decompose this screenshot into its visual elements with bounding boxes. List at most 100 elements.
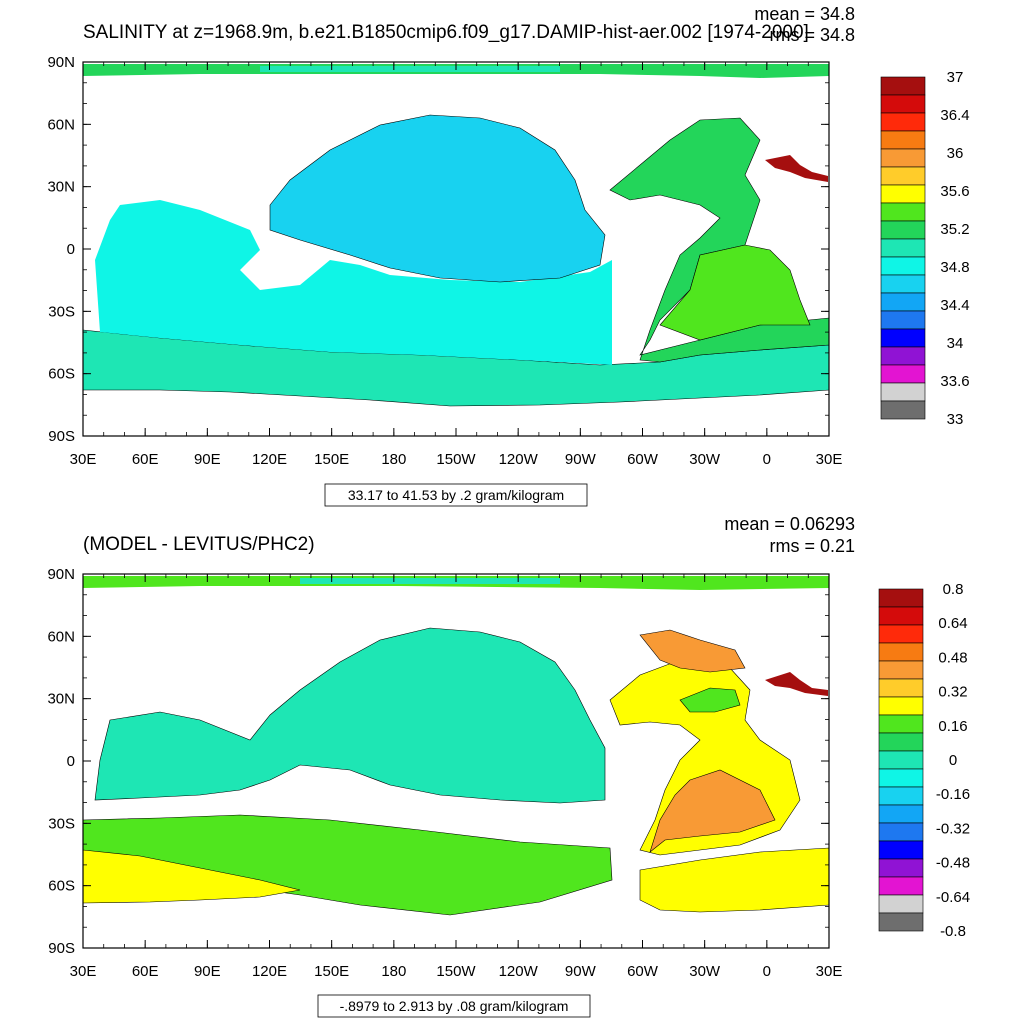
colorbar-label: 34 — [947, 335, 964, 352]
colorbar-swatch — [878, 606, 924, 626]
colorbar-swatch — [880, 94, 926, 114]
colorbar-swatch — [880, 274, 926, 294]
x-tick-label: 60W — [627, 451, 659, 468]
colorbar-swatch — [878, 588, 924, 608]
colorbar-swatch — [878, 804, 924, 824]
colorbar-swatch — [878, 678, 924, 698]
x-tick-label: 150E — [314, 451, 349, 468]
x-tick-label: 0 — [763, 451, 771, 468]
colorbar-swatch — [880, 76, 926, 96]
colorbar-label: 37 — [947, 69, 964, 86]
x-tick-label: 180 — [381, 451, 406, 468]
y-tick-label: 60N — [47, 116, 75, 133]
y-tick-label: 90S — [48, 428, 75, 445]
diff-southern-yellow — [83, 849, 301, 904]
colorbar-label: 0.64 — [938, 615, 967, 632]
x-tick-label: 30W — [689, 451, 721, 468]
diff-south-yellow-east — [639, 847, 829, 913]
x-tick-label: 0 — [763, 963, 771, 980]
x-tick-label: 150E — [314, 963, 349, 980]
colorbar-label: 35.6 — [940, 183, 969, 200]
y-tick-label: 0 — [67, 241, 75, 258]
x-tick-label: 180 — [381, 963, 406, 980]
panel2-x-axis: 30E 60E 90E 120E 150E 180 150W 120W 90W 60W 30W 0 30… — [70, 574, 843, 980]
panel1-title: SALINITY at z=1968.9m, b.e21.B1850cmip6.… — [83, 22, 809, 43]
region-south-pacific — [95, 200, 612, 365]
panel2-rms: rms = 0.21 — [769, 536, 855, 556]
colorbar-swatch — [880, 130, 926, 150]
colorbar-label: 35.2 — [940, 221, 969, 238]
region-north-pacific — [269, 114, 606, 283]
colorbar-label: 0.8 — [943, 581, 964, 598]
colorbar-swatch — [880, 382, 926, 402]
x-tick-label: 30E — [816, 963, 843, 980]
colorbar-label: -0.16 — [936, 786, 970, 803]
x-tick-label: 120W — [499, 963, 539, 980]
x-tick-label: 120E — [252, 451, 287, 468]
x-tick-label: 120E — [252, 963, 287, 980]
x-tick-label: 30E — [70, 451, 97, 468]
y-tick-label: 30S — [48, 303, 75, 320]
panel1-x-axis: 30E 60E 90E 120E 150E 180 150W 120W 90W 60W 30W 0 30… — [70, 62, 843, 468]
y-tick-label: 60N — [47, 628, 75, 645]
y-tick-label: 60S — [48, 366, 75, 383]
panel2-range-box — [317, 994, 591, 1018]
x-tick-label: 90E — [194, 451, 221, 468]
colorbar-label: 0.16 — [938, 718, 967, 735]
panel2-range-note: -.8979 to 2.913 by .08 gram/kilogram — [340, 998, 569, 1014]
colorbar-swatch — [880, 220, 926, 240]
diff-mediterranean — [765, 672, 828, 696]
colorbar-label: 34.8 — [940, 259, 969, 276]
panel1-map — [83, 64, 829, 407]
y-tick-label: 30S — [48, 815, 75, 832]
colorbar-label: 36 — [947, 145, 964, 162]
colorbar-swatch — [880, 202, 926, 222]
panel1-rms: rms = 34.8 — [769, 25, 855, 45]
y-tick-label: 0 — [67, 753, 75, 770]
x-tick-label: 30W — [689, 963, 721, 980]
x-tick-label: 150W — [436, 451, 476, 468]
colorbar-label: 33.6 — [940, 373, 969, 390]
colorbar-swatch — [878, 768, 924, 788]
x-tick-label: 60E — [132, 451, 159, 468]
colorbar-label: -0.64 — [936, 889, 970, 906]
y-tick-label: 90N — [47, 54, 75, 71]
diff-arctic-cyan — [300, 578, 560, 584]
panel2-mean: mean = 0.06293 — [724, 514, 855, 534]
x-tick-label: 120W — [499, 451, 539, 468]
panel1-y-axis: 90N 60N 30N 0 30S 60S 90S — [47, 54, 829, 445]
x-tick-label: 60E — [132, 963, 159, 980]
y-tick-label: 30N — [47, 691, 75, 708]
y-tick-label: 90N — [47, 566, 75, 583]
region-mediterranean — [765, 155, 828, 182]
colorbar-swatch — [880, 364, 926, 384]
colorbar-label: 33 — [947, 411, 964, 428]
x-tick-label: 30E — [816, 451, 843, 468]
colorbar-label: 0.32 — [938, 684, 967, 701]
colorbar-swatch — [878, 696, 924, 716]
diff-gulf-green — [679, 687, 741, 713]
colorbar-swatch — [878, 822, 924, 842]
region-arctic-cyan — [260, 66, 560, 72]
colorbar-swatch — [878, 642, 924, 662]
colorbar-swatch — [880, 292, 926, 312]
panel1-colorbar: 37 36.4 36 35.6 35.2 34.8 34.4 34 33.6 33 — [880, 69, 970, 428]
colorbar-swatch — [878, 732, 924, 752]
colorbar-swatch — [880, 346, 926, 366]
panel1-range-box — [324, 483, 588, 507]
x-tick-label: 30E — [70, 963, 97, 980]
colorbar-label: 0 — [949, 752, 957, 769]
diff-pacific — [94, 627, 606, 804]
panel2-colorbar: 0.8 0.64 0.48 0.32 0.16 0 -0.16 -0.32 -0.48 -0.64… — [878, 581, 970, 940]
y-tick-label: 60S — [48, 878, 75, 895]
colorbar-swatch — [878, 714, 924, 734]
colorbar-swatch — [880, 184, 926, 204]
panel2-map — [83, 576, 829, 916]
colorbar-swatch — [880, 112, 926, 132]
colorbar-swatch — [878, 660, 924, 680]
panel2-y-axis: 90N 60N 30N 0 30S 60S 90S — [47, 566, 829, 957]
x-tick-label: 150W — [436, 963, 476, 980]
panel-salinity: SALINITY at z=1968.9m, b.e21.B1850cmip6.… — [47, 4, 970, 507]
colorbar-label: -0.48 — [936, 855, 970, 872]
